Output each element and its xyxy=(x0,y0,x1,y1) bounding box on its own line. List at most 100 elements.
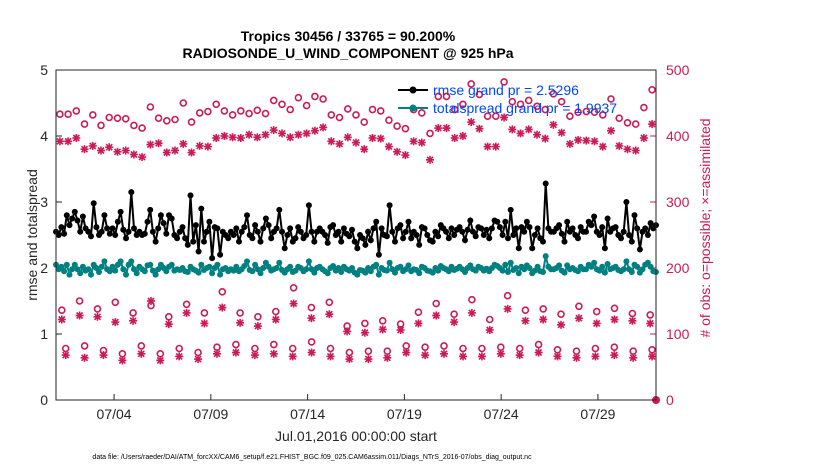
rmse-point xyxy=(268,235,275,242)
assimilated-0618z-marker xyxy=(137,349,146,358)
assimilated-12z-marker xyxy=(335,139,344,148)
rmse-point xyxy=(443,228,450,235)
rmse-point xyxy=(192,222,199,229)
rmse-point xyxy=(375,251,382,258)
possible-12z-marker xyxy=(80,120,89,128)
right-tick-label: 400 xyxy=(666,128,690,144)
rmse-point xyxy=(494,218,501,225)
assimilated-12z-marker xyxy=(179,139,188,148)
assimilated-00z-marker xyxy=(147,297,155,305)
assimilated-12z-marker xyxy=(508,125,517,134)
possible-00z-marker xyxy=(468,295,476,304)
possible-12z-marker xyxy=(393,122,401,130)
totalspread-point xyxy=(217,271,224,278)
possible-12z-marker xyxy=(442,92,451,101)
assimilated-00z-marker xyxy=(557,320,565,329)
left-tick-label: 3 xyxy=(40,194,48,210)
possible-0618z-marker xyxy=(534,340,543,349)
assimilated-00z-marker xyxy=(129,316,138,325)
totalspread-point xyxy=(69,266,76,273)
rmse-point xyxy=(507,206,514,213)
rmse-point xyxy=(157,212,164,219)
assimilated-0618z-marker xyxy=(496,349,505,358)
assimilated-12z-marker xyxy=(458,132,467,140)
assimilated-0618z-marker xyxy=(269,349,278,358)
rmse-point xyxy=(612,224,619,231)
assimilated-12z-marker xyxy=(516,129,525,138)
totalspread-point xyxy=(96,269,102,275)
rmse-point xyxy=(230,232,237,238)
rmse-point xyxy=(499,232,506,238)
possible-00z-marker xyxy=(628,309,637,318)
rmse-point xyxy=(152,238,159,245)
rmse-point xyxy=(174,235,181,242)
rmse-point xyxy=(636,246,643,253)
rmse-point xyxy=(599,224,606,231)
assimilated-12z-marker xyxy=(483,142,492,151)
possible-00z-marker xyxy=(307,303,316,312)
possible-12z-marker xyxy=(524,96,533,105)
totalspread-point xyxy=(375,271,382,278)
rmse-point xyxy=(79,213,86,220)
rmse-point xyxy=(106,230,113,237)
totalspread-point xyxy=(311,269,318,276)
assimilated-12z-marker xyxy=(319,123,328,132)
totalspread-point xyxy=(556,262,563,269)
possible-12z-marker xyxy=(105,113,113,122)
rmse-point xyxy=(71,208,78,215)
assimilated-00z-marker xyxy=(218,303,227,312)
assimilated-00z-marker xyxy=(253,322,262,331)
totalspread-point xyxy=(354,271,361,278)
assimilated-00z-marker xyxy=(164,320,173,329)
right-tick-label: 300 xyxy=(666,194,690,210)
rmse-point xyxy=(93,224,100,231)
assimilated-12z-marker xyxy=(97,146,105,155)
rmse-point xyxy=(370,225,377,232)
totalspread-point xyxy=(623,258,630,265)
possible-0618z-marker xyxy=(440,342,448,350)
assimilated-12z-marker xyxy=(236,134,245,142)
totalspread-point xyxy=(383,267,390,274)
rmse-point xyxy=(542,180,549,187)
assimilated-12z-marker xyxy=(549,120,558,129)
possible-12z-marker xyxy=(302,101,311,110)
rmse-point xyxy=(486,235,493,242)
rmse-point xyxy=(424,232,431,238)
rmse-point xyxy=(383,233,390,240)
totalspread-point xyxy=(252,261,259,268)
rmse-point xyxy=(513,225,520,232)
totalspread-point xyxy=(163,268,170,275)
possible-0618z-marker xyxy=(610,343,619,352)
totalspread-point xyxy=(505,269,511,275)
x-tick-label: 07/04 xyxy=(97,406,132,422)
totalspread-point xyxy=(445,268,452,275)
rmse-point xyxy=(88,233,94,240)
totalspread-point xyxy=(367,268,374,275)
rmse-point xyxy=(77,228,84,235)
rmse-point xyxy=(195,248,202,255)
rmse-point xyxy=(297,228,304,235)
rmse-point xyxy=(359,235,366,242)
rmse-point xyxy=(467,217,474,224)
assimilated-12z-marker xyxy=(648,120,657,129)
rmse-point xyxy=(324,239,331,246)
totalspread-point xyxy=(362,269,369,276)
right-tick-label: 100 xyxy=(666,326,690,342)
assimilated-12z-marker xyxy=(557,128,566,137)
rmse-point xyxy=(373,218,380,225)
possible-00z-marker xyxy=(503,291,512,300)
rmse-point xyxy=(531,232,538,238)
rmse-point xyxy=(577,224,584,231)
possible-00z-marker xyxy=(111,298,120,307)
rmse-point xyxy=(149,228,156,235)
rmse-point xyxy=(276,206,283,213)
rmse-point xyxy=(308,228,315,235)
possible-12z-marker xyxy=(269,96,278,105)
rmse-point xyxy=(147,206,154,213)
rmse-point xyxy=(405,218,412,225)
assimilated-0618z-marker xyxy=(194,355,203,364)
possible-12z-marker xyxy=(582,107,591,116)
possible-12z-marker xyxy=(648,86,656,94)
assimilated-0618z-marker xyxy=(99,351,108,360)
assimilated-0618z-marker xyxy=(80,353,89,362)
